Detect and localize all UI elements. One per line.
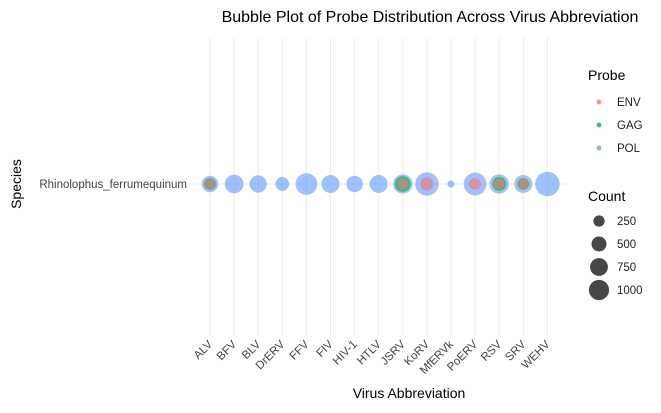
count-legend-label: 500	[617, 239, 636, 251]
probe-legend-label: GAG	[617, 120, 643, 132]
bubble-env-poerv	[469, 178, 481, 190]
probe-legend-label: ENV	[617, 97, 641, 109]
y-axis-label: Species	[8, 159, 24, 209]
probe-legend-key-pol	[596, 145, 602, 151]
probe-legend-title: Probe	[588, 67, 626, 83]
bubble-pol-fiv	[321, 175, 340, 193]
bubble-layer	[201, 171, 560, 197]
x-tick-label: HTLV	[355, 338, 384, 367]
bubble-pol-mfervk	[447, 180, 455, 188]
count-legend-key	[588, 279, 610, 301]
bubble-pol-drerv	[275, 177, 290, 191]
probe-legend: Probe ENV GAG POL	[588, 67, 643, 155]
bubble-pol-wehv	[535, 171, 560, 197]
bubble-pol-blv	[249, 175, 267, 193]
bubble-env-alv	[204, 178, 216, 190]
count-legend-key	[593, 215, 605, 227]
bubble-pol-htlv	[369, 175, 388, 193]
bubble-env-jsrv	[397, 178, 409, 190]
probe-legend-key-gag	[596, 122, 602, 128]
bubble-pol-ffv	[295, 173, 318, 195]
chart-title: Bubble Plot of Probe Distribution Across…	[222, 9, 639, 26]
x-tick-label: JSRV	[379, 338, 408, 367]
bubble-env-srv	[518, 178, 529, 190]
count-legend-key	[590, 258, 608, 276]
x-tick-label: HIV-1	[331, 339, 360, 368]
bubble-env-korv	[420, 177, 434, 191]
bubble-pol-hiv-1	[346, 175, 363, 193]
bubble-env-rsv	[493, 178, 505, 190]
count-legend-label: 250	[617, 216, 636, 228]
count-legend-title: Count	[588, 188, 625, 204]
y-tick-label: Rhinolophus_ferrumequinum	[39, 179, 187, 191]
count-legend-key	[591, 236, 607, 252]
probe-legend-key-env	[596, 99, 602, 105]
count-legend: Count 250 500 750 1000	[588, 188, 643, 301]
count-legend-label: 1000	[617, 285, 643, 297]
x-tick-label: BFV	[215, 338, 240, 363]
x-tick-label: RSV	[479, 338, 504, 363]
count-legend-label: 750	[617, 262, 636, 274]
bubble-pol-bfv	[224, 174, 244, 194]
x-tick-label: ALV	[192, 338, 215, 361]
x-tick-label: FFV	[288, 338, 312, 362]
probe-legend-label: POL	[617, 143, 641, 155]
x-axis-label: Virus Abbreviation	[353, 385, 466, 401]
